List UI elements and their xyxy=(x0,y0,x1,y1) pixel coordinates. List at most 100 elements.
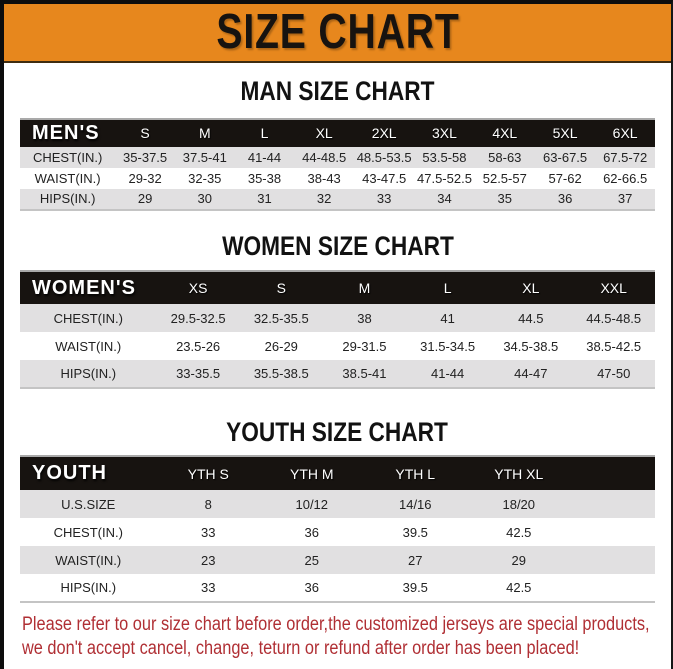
measurement-cell: 35 xyxy=(497,191,513,207)
table-corner-label: MEN'S xyxy=(32,121,100,144)
measurement-cell: 36 xyxy=(304,580,319,596)
measurement-cell: 41-44 xyxy=(247,149,282,165)
measurement-cell: 14/16 xyxy=(398,496,432,512)
section-title-text: WOMEN SIZE CHART xyxy=(221,230,454,261)
measurement-cell: 34 xyxy=(437,191,452,207)
table-row-chest-in: CHEST(IN.) 29.5-32.5 32.5-35.5 38 41 44.5 44.5… xyxy=(20,304,655,333)
measurement-cell: 41-44 xyxy=(431,366,465,382)
footer-line-2: we don't accept cancel, change, teturn o… xyxy=(22,638,580,660)
measurement-cell: 47-50 xyxy=(597,366,631,382)
measurement-cell: 29-31.5 xyxy=(342,338,387,354)
measurement-cell: 44.5 xyxy=(518,310,544,326)
empty-cell xyxy=(571,518,655,546)
section-man-size-chart: MAN SIZE CHART MEN'S S M L XL 2XL 3XL 4XL 5XL 6XL C… xyxy=(4,76,671,211)
table-header-row: YOUTH YTH S YTH M YTH L YTH XL xyxy=(20,456,655,491)
section-title-youth-size-chart: YOUTH SIZE CHART xyxy=(4,418,671,448)
measurement-cell: 8 xyxy=(204,496,212,512)
measurement-cell: 37 xyxy=(617,191,633,207)
empty-cell xyxy=(571,490,655,518)
measurement-cell: 32.5-35.5 xyxy=(253,310,309,326)
size-column-header: XXL xyxy=(600,280,627,297)
measurement-cell: 38 xyxy=(357,310,372,326)
row-label: U.S.SIZE xyxy=(61,496,116,512)
size-column-header: S xyxy=(140,125,150,142)
measurement-cell: 35-37.5 xyxy=(123,149,168,165)
row-label: HIPS(IN.) xyxy=(60,366,117,382)
measurement-cell: 23 xyxy=(201,552,216,568)
empty-header-cell xyxy=(571,456,655,490)
measurement-cell: 39.5 xyxy=(402,524,428,540)
measurement-cell: 63-67.5 xyxy=(543,149,588,165)
section-title-women-size-chart: WOMEN SIZE CHART xyxy=(4,230,671,262)
row-label: HIPS(IN.) xyxy=(39,191,96,207)
measurement-cell: 39.5 xyxy=(402,580,428,596)
footer-line-1: Please refer to our size chart before or… xyxy=(22,614,650,636)
measurement-cell: 42.5 xyxy=(506,580,532,596)
measurement-cell: 38.5-41 xyxy=(342,366,387,382)
measurement-cell: 30 xyxy=(197,191,213,207)
size-column-header: 4XL xyxy=(492,125,518,142)
table-corner-label: WOMEN'S xyxy=(32,276,136,299)
table-corner-label: YOUTH xyxy=(32,462,107,485)
table-row-waist-in: WAIST(IN.) 23 25 27 29 xyxy=(20,546,655,575)
section-title-text: MAN SIZE CHART xyxy=(240,76,435,106)
measurement-cell: 32-35 xyxy=(188,170,222,186)
size-column-header: XL xyxy=(522,280,540,297)
measurement-cell: 47.5-52.5 xyxy=(417,170,472,186)
measurement-cell: 35.5-38.5 xyxy=(253,366,309,382)
measurement-cell: 37.5-41 xyxy=(182,149,227,165)
measurement-cell: 48.5-53.5 xyxy=(356,149,412,165)
size-column-header: YTH L xyxy=(395,465,436,482)
measurement-cell: 25 xyxy=(304,552,319,568)
measurement-cell: 23.5-26 xyxy=(176,338,221,354)
measurement-cell: 27 xyxy=(408,552,423,568)
measurement-cell: 58-63 xyxy=(488,149,522,165)
size-column-header: S xyxy=(276,280,286,297)
table-row-chest-in: CHEST(IN.) 35-37.5 37.5-41 41-44 44-48.5 48.5… xyxy=(20,146,655,168)
measurement-cell: 38-43 xyxy=(307,170,341,186)
measurement-cell: 44.5-48.5 xyxy=(586,310,642,326)
size-column-header: 2XL xyxy=(371,125,397,142)
section-youth-size-chart: YOUTH SIZE CHART YOUTH YTH S YTH M YTH L YTH … xyxy=(4,418,671,604)
size-column-header: XS xyxy=(188,280,208,297)
size-column-header: 6XL xyxy=(612,125,638,142)
row-label: WAIST(IN.) xyxy=(55,552,122,568)
row-label: CHEST(IN.) xyxy=(32,149,103,165)
measurement-cell: 26-29 xyxy=(264,338,298,354)
measurement-cell: 67.5-72 xyxy=(603,149,648,165)
section-title-man-size-chart: MAN SIZE CHART xyxy=(4,76,671,107)
measurement-cell: 42.5 xyxy=(506,524,532,540)
measurement-cell: 44-47 xyxy=(514,366,548,382)
measurement-cell: 34.5-38.5 xyxy=(503,338,559,354)
measurement-cell: 29 xyxy=(137,191,153,207)
row-label: WAIST(IN.) xyxy=(34,170,101,186)
measurement-cell: 18/20 xyxy=(502,496,536,512)
table-row-waist-in: WAIST(IN.) 29-32 32-35 35-38 38-43 43-47.5 47.… xyxy=(20,167,655,189)
empty-cell xyxy=(571,574,655,602)
size-column-header: YTH XL xyxy=(494,465,544,482)
measurement-cell: 41 xyxy=(440,310,455,326)
table-row-waist-in: WAIST(IN.) 23.5-26 26-29 29-31.5 31.5-34.5 34… xyxy=(20,332,655,361)
size-column-header: YTH M xyxy=(289,465,334,482)
measurement-cell: 52.5-57 xyxy=(482,170,527,186)
measurement-cell: 33 xyxy=(376,191,392,207)
table-row-hips-in: HIPS(IN.) 29 30 31 32 33 34 35 36 37 xyxy=(20,188,655,210)
size-column-header: M xyxy=(198,125,211,142)
size-sections: MAN SIZE CHART MEN'S S M L XL 2XL 3XL 4XL 5XL 6XL C… xyxy=(4,76,671,604)
measurement-cell: 57-62 xyxy=(548,170,582,186)
empty-cell xyxy=(571,546,655,574)
banner-title: SIZE CHART xyxy=(215,5,460,59)
table-row-hips-in: HIPS(IN.) 33 36 39.5 42.5 xyxy=(20,574,655,603)
table-row-chest-in: CHEST(IN.) 33 36 39.5 42.5 xyxy=(20,518,655,547)
measurement-cell: 29 xyxy=(511,552,526,568)
measurement-cell: 32 xyxy=(316,191,332,207)
measurement-cell: 44-48.5 xyxy=(302,149,347,165)
section-title-text: YOUTH SIZE CHART xyxy=(226,417,449,448)
table-header-row: MEN'S S M L XL 2XL 3XL 4XL 5XL 6XL xyxy=(20,118,655,147)
measurement-cell: 33-35.5 xyxy=(176,366,221,382)
section-women-size-chart: WOMEN SIZE CHART WOMEN'S XS S M L XL XXL CHEST(I… xyxy=(4,230,671,390)
size-column-header: XL xyxy=(315,125,333,142)
measurement-cell: 38.5-42.5 xyxy=(586,338,642,354)
size-column-header: YTH S xyxy=(187,465,229,482)
